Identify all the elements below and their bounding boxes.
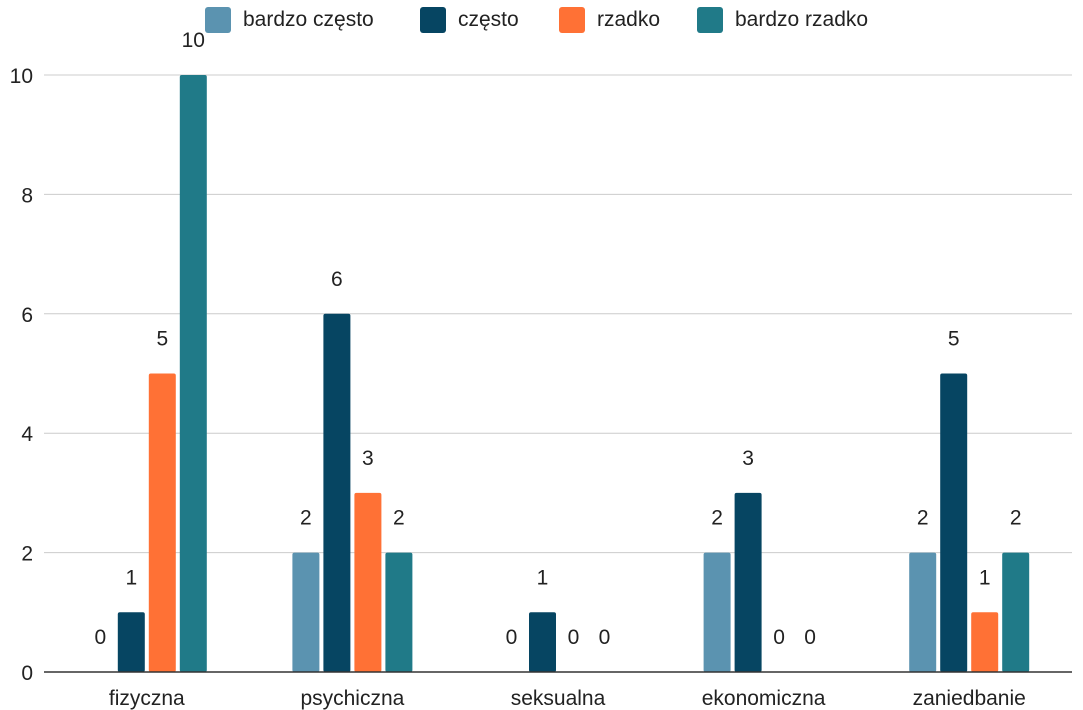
legend-label-czesto: często xyxy=(458,8,519,31)
bar xyxy=(1002,552,1030,672)
legend: bardzo często często rzadko bardzo rzadk… xyxy=(0,6,1083,34)
data-label: 2 xyxy=(393,507,405,530)
y-tick-label: 6 xyxy=(21,304,33,327)
legend-swatch-czesto xyxy=(420,7,446,33)
bar xyxy=(703,552,731,672)
bar xyxy=(148,373,176,672)
bar xyxy=(179,75,207,672)
data-label: 0 xyxy=(506,626,518,649)
legend-label-bardzo-czesto: bardzo często xyxy=(243,8,374,31)
y-tick-label: 10 xyxy=(10,65,33,88)
legend-label-rzadko: rzadko xyxy=(597,8,661,31)
legend-swatch-rzadko xyxy=(559,7,585,33)
data-label: 0 xyxy=(94,626,106,649)
data-label: 1 xyxy=(979,566,991,589)
x-tick-label: fizyczna xyxy=(109,687,185,710)
bar xyxy=(529,612,556,672)
y-tick-label: 8 xyxy=(21,184,33,207)
data-label: 1 xyxy=(125,566,137,589)
x-tick-label: zaniedbanie xyxy=(913,687,1026,710)
legend-swatch-bardzo-czesto xyxy=(205,7,231,33)
data-label: 2 xyxy=(917,507,929,530)
data-label: 2 xyxy=(711,507,723,530)
data-label: 3 xyxy=(742,447,754,470)
data-label: 2 xyxy=(300,507,312,530)
x-tick-label: seksualna xyxy=(511,687,606,710)
legend-swatch-bardzo-rzadko xyxy=(697,7,723,33)
y-tick-label: 4 xyxy=(21,423,33,446)
x-tick-label: psychiczna xyxy=(300,687,404,710)
legend-label-bardzo-rzadko: bardzo rzadko xyxy=(735,8,869,31)
data-label: 0 xyxy=(804,626,816,649)
legend-item-bardzo-czesto[interactable]: bardzo często xyxy=(205,6,374,34)
bar xyxy=(323,313,351,672)
legend-item-czesto[interactable]: często xyxy=(420,6,519,34)
data-label: 3 xyxy=(362,447,374,470)
data-label: 0 xyxy=(568,626,580,649)
legend-item-bardzo-rzadko[interactable]: bardzo rzadko xyxy=(697,6,868,34)
data-label: 0 xyxy=(773,626,785,649)
bar xyxy=(117,612,145,672)
data-label: 2 xyxy=(1010,507,1022,530)
bar xyxy=(385,552,413,672)
data-label: 5 xyxy=(156,328,168,351)
x-tick-label: ekonomiczna xyxy=(702,687,826,710)
bar xyxy=(971,612,999,672)
bar xyxy=(940,373,968,672)
data-label: 1 xyxy=(537,566,549,589)
bar xyxy=(292,552,320,672)
bar xyxy=(909,552,937,672)
data-label: 10 xyxy=(182,29,205,52)
legend-item-rzadko[interactable]: rzadko xyxy=(559,6,660,34)
bar xyxy=(354,492,382,672)
data-label: 0 xyxy=(599,626,611,649)
bar xyxy=(734,492,762,672)
data-label: 6 xyxy=(331,268,343,291)
data-label: 5 xyxy=(948,328,960,351)
y-tick-label: 0 xyxy=(21,662,33,685)
y-tick-label: 2 xyxy=(21,543,33,566)
